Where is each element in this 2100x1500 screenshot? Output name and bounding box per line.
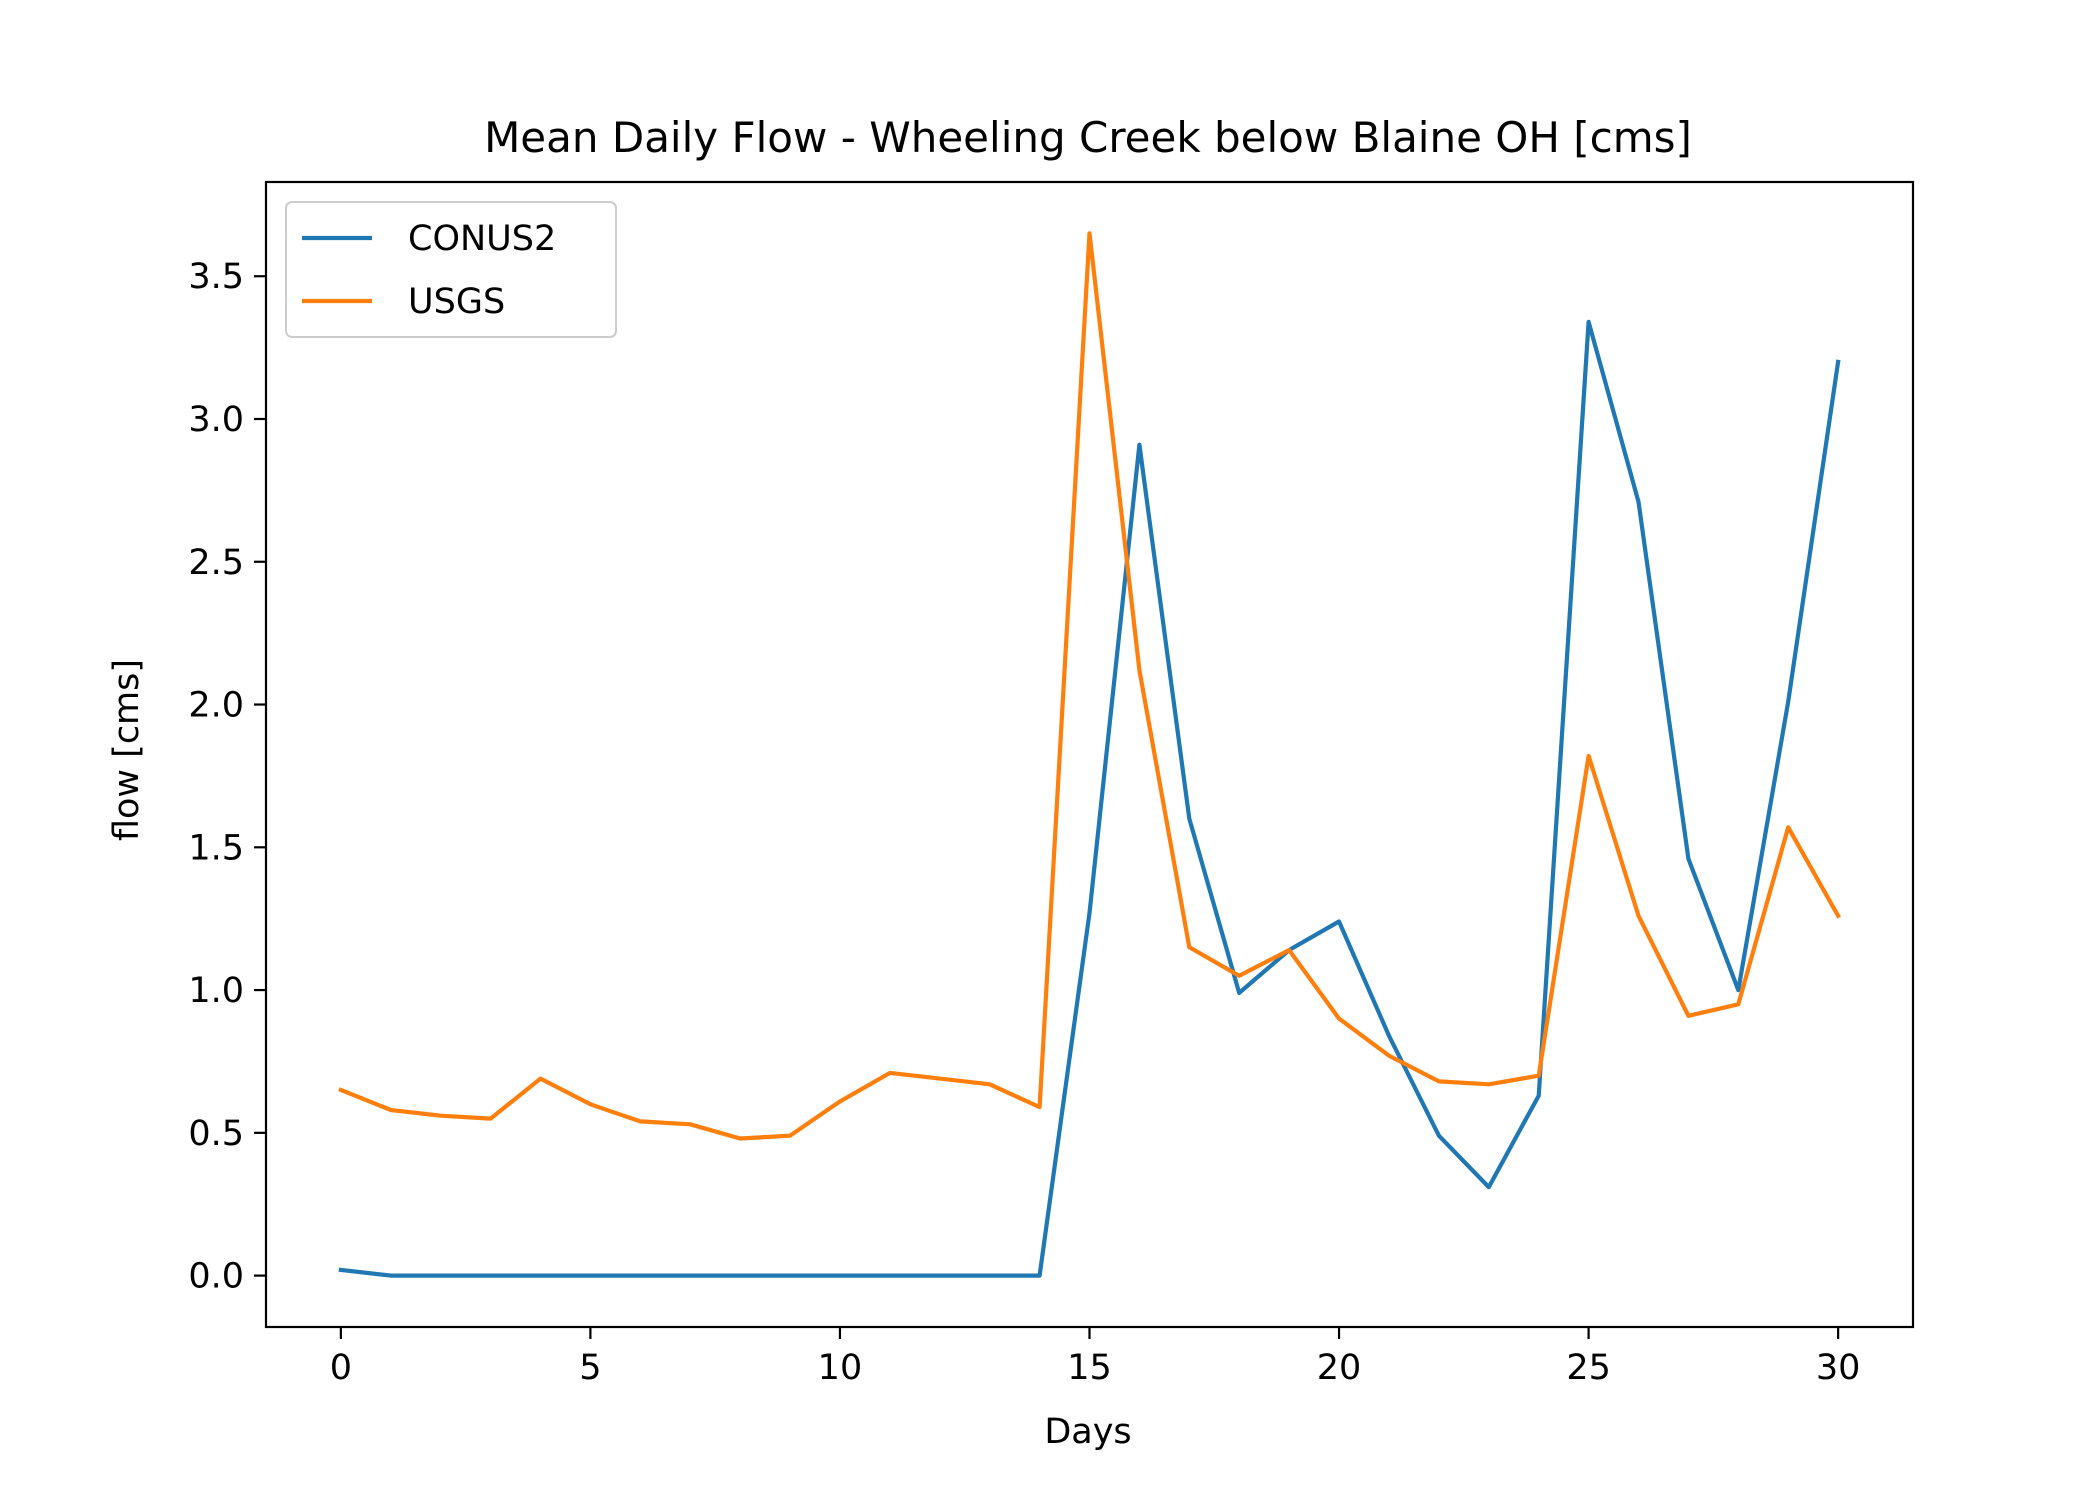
legend: CONUS2 USGS [285, 201, 617, 338]
x-tick-label: 30 [1816, 1348, 1861, 1388]
x-tick-label: 10 [818, 1348, 863, 1388]
y-tick-label: 0.5 [188, 1114, 244, 1154]
x-tick-label: 15 [1067, 1348, 1112, 1388]
x-tick-label: 20 [1317, 1348, 1362, 1388]
legend-label-conus2: CONUS2 [408, 219, 556, 259]
x-axis-label: Days [1044, 1412, 1131, 1452]
y-tick-label: 0.0 [188, 1257, 244, 1297]
y-tick-label: 2.5 [188, 543, 244, 583]
y-tick-label: 3.5 [188, 257, 244, 297]
legend-label-usgs: USGS [408, 282, 505, 322]
x-tick-label: 5 [579, 1348, 601, 1388]
plot-area: 0 5 10 15 20 25 30 0.0 0.5 1.0 1.5 2.0 2.5 3.0 3.5 [188, 180, 1915, 1388]
series-line-conus2 [338, 319, 1841, 1278]
series-line-usgs [338, 231, 1841, 1141]
x-tick-label: 0 [330, 1348, 352, 1388]
y-tick-label: 1.0 [188, 971, 244, 1011]
chart-title: Mean Daily Flow - Wheeling Creek below B… [484, 113, 1692, 162]
y-tick-label: 1.5 [188, 828, 244, 868]
y-axis-label: flow [cms] [107, 659, 147, 841]
y-tick-label: 2.0 [188, 686, 244, 726]
y-tick-label: 3.0 [188, 400, 244, 440]
legend-box [285, 201, 617, 338]
x-tick-label: 25 [1566, 1348, 1611, 1388]
